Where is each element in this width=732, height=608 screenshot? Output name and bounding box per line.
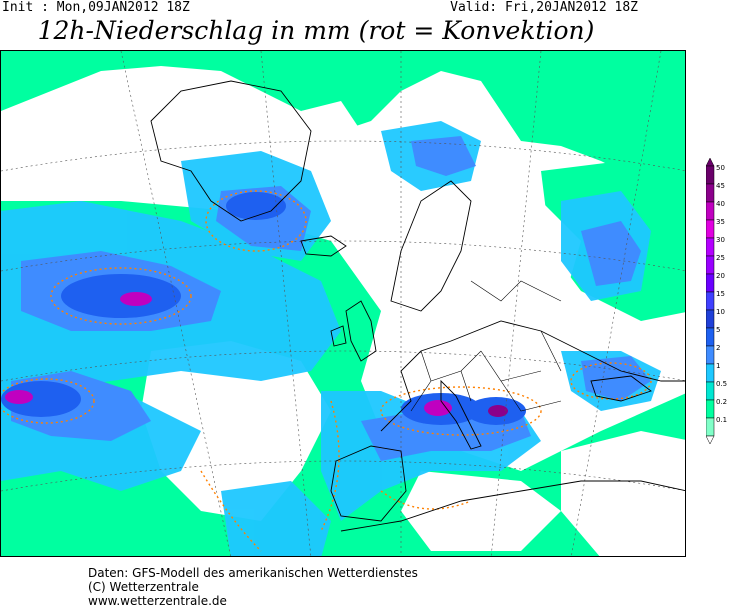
- legend-swatch: [706, 255, 715, 275]
- legend-swatch: [706, 309, 715, 329]
- legend-top-arrow: [706, 158, 715, 167]
- legend-swatch: [706, 237, 715, 257]
- footer-copyright: (C) Wetterzentrale: [88, 580, 199, 594]
- precipitation-legend: 50 45 40 35 30 25 20 15 10 5 2 1 0.5 0.2 0.1: [706, 158, 727, 445]
- legend-bottom-arrow: [706, 435, 715, 445]
- legend-label: 40: [716, 200, 725, 208]
- legend-swatch: [706, 345, 715, 365]
- legend-label: 50: [716, 164, 725, 172]
- convection-contours: [1, 190, 652, 552]
- precipitation-map: [0, 50, 686, 557]
- legend-swatch: [706, 183, 715, 203]
- legend-label: 0.5: [716, 380, 727, 388]
- legend-swatch: [706, 273, 715, 293]
- legend-label: 45: [716, 182, 725, 190]
- init-time-label: Init : Mon,09JAN2012 18Z: [2, 0, 190, 15]
- precipitation-map-canvas: [1, 51, 685, 556]
- legend-swatch: [706, 417, 715, 437]
- valid-time-label: Valid: Fri,20JAN2012 18Z: [450, 0, 638, 15]
- legend-swatch: [706, 201, 715, 221]
- legend-swatch: [706, 399, 715, 419]
- legend-label: 2: [716, 344, 720, 352]
- legend-swatch: [706, 165, 715, 185]
- legend-label: 25: [716, 254, 725, 262]
- footer-website: www.wetterzentrale.de: [88, 594, 227, 608]
- legend-swatch: [706, 327, 715, 347]
- graticule: [1, 51, 685, 556]
- footer-data-source: Daten: GFS-Modell des amerikanischen Wet…: [88, 566, 418, 580]
- legend-swatch: [706, 363, 715, 383]
- legend-label: 0.2: [716, 398, 727, 406]
- legend-label: 1: [716, 362, 720, 370]
- legend-swatch: [706, 219, 715, 239]
- legend-label: 15: [716, 290, 725, 298]
- legend-label: 35: [716, 218, 725, 226]
- legend-label: 5: [716, 326, 720, 334]
- legend-swatch: [706, 291, 715, 311]
- legend-label: 10: [716, 308, 725, 316]
- legend-label: 0.1: [716, 416, 727, 424]
- map-title: 12h-Niederschlag in mm (rot = Konvektion…: [37, 16, 595, 45]
- legend-label: 20: [716, 272, 725, 280]
- legend-label: 30: [716, 236, 725, 244]
- convective-maxima: [5, 292, 508, 417]
- coastlines: [150, 80, 685, 532]
- legend-swatch: [706, 381, 715, 401]
